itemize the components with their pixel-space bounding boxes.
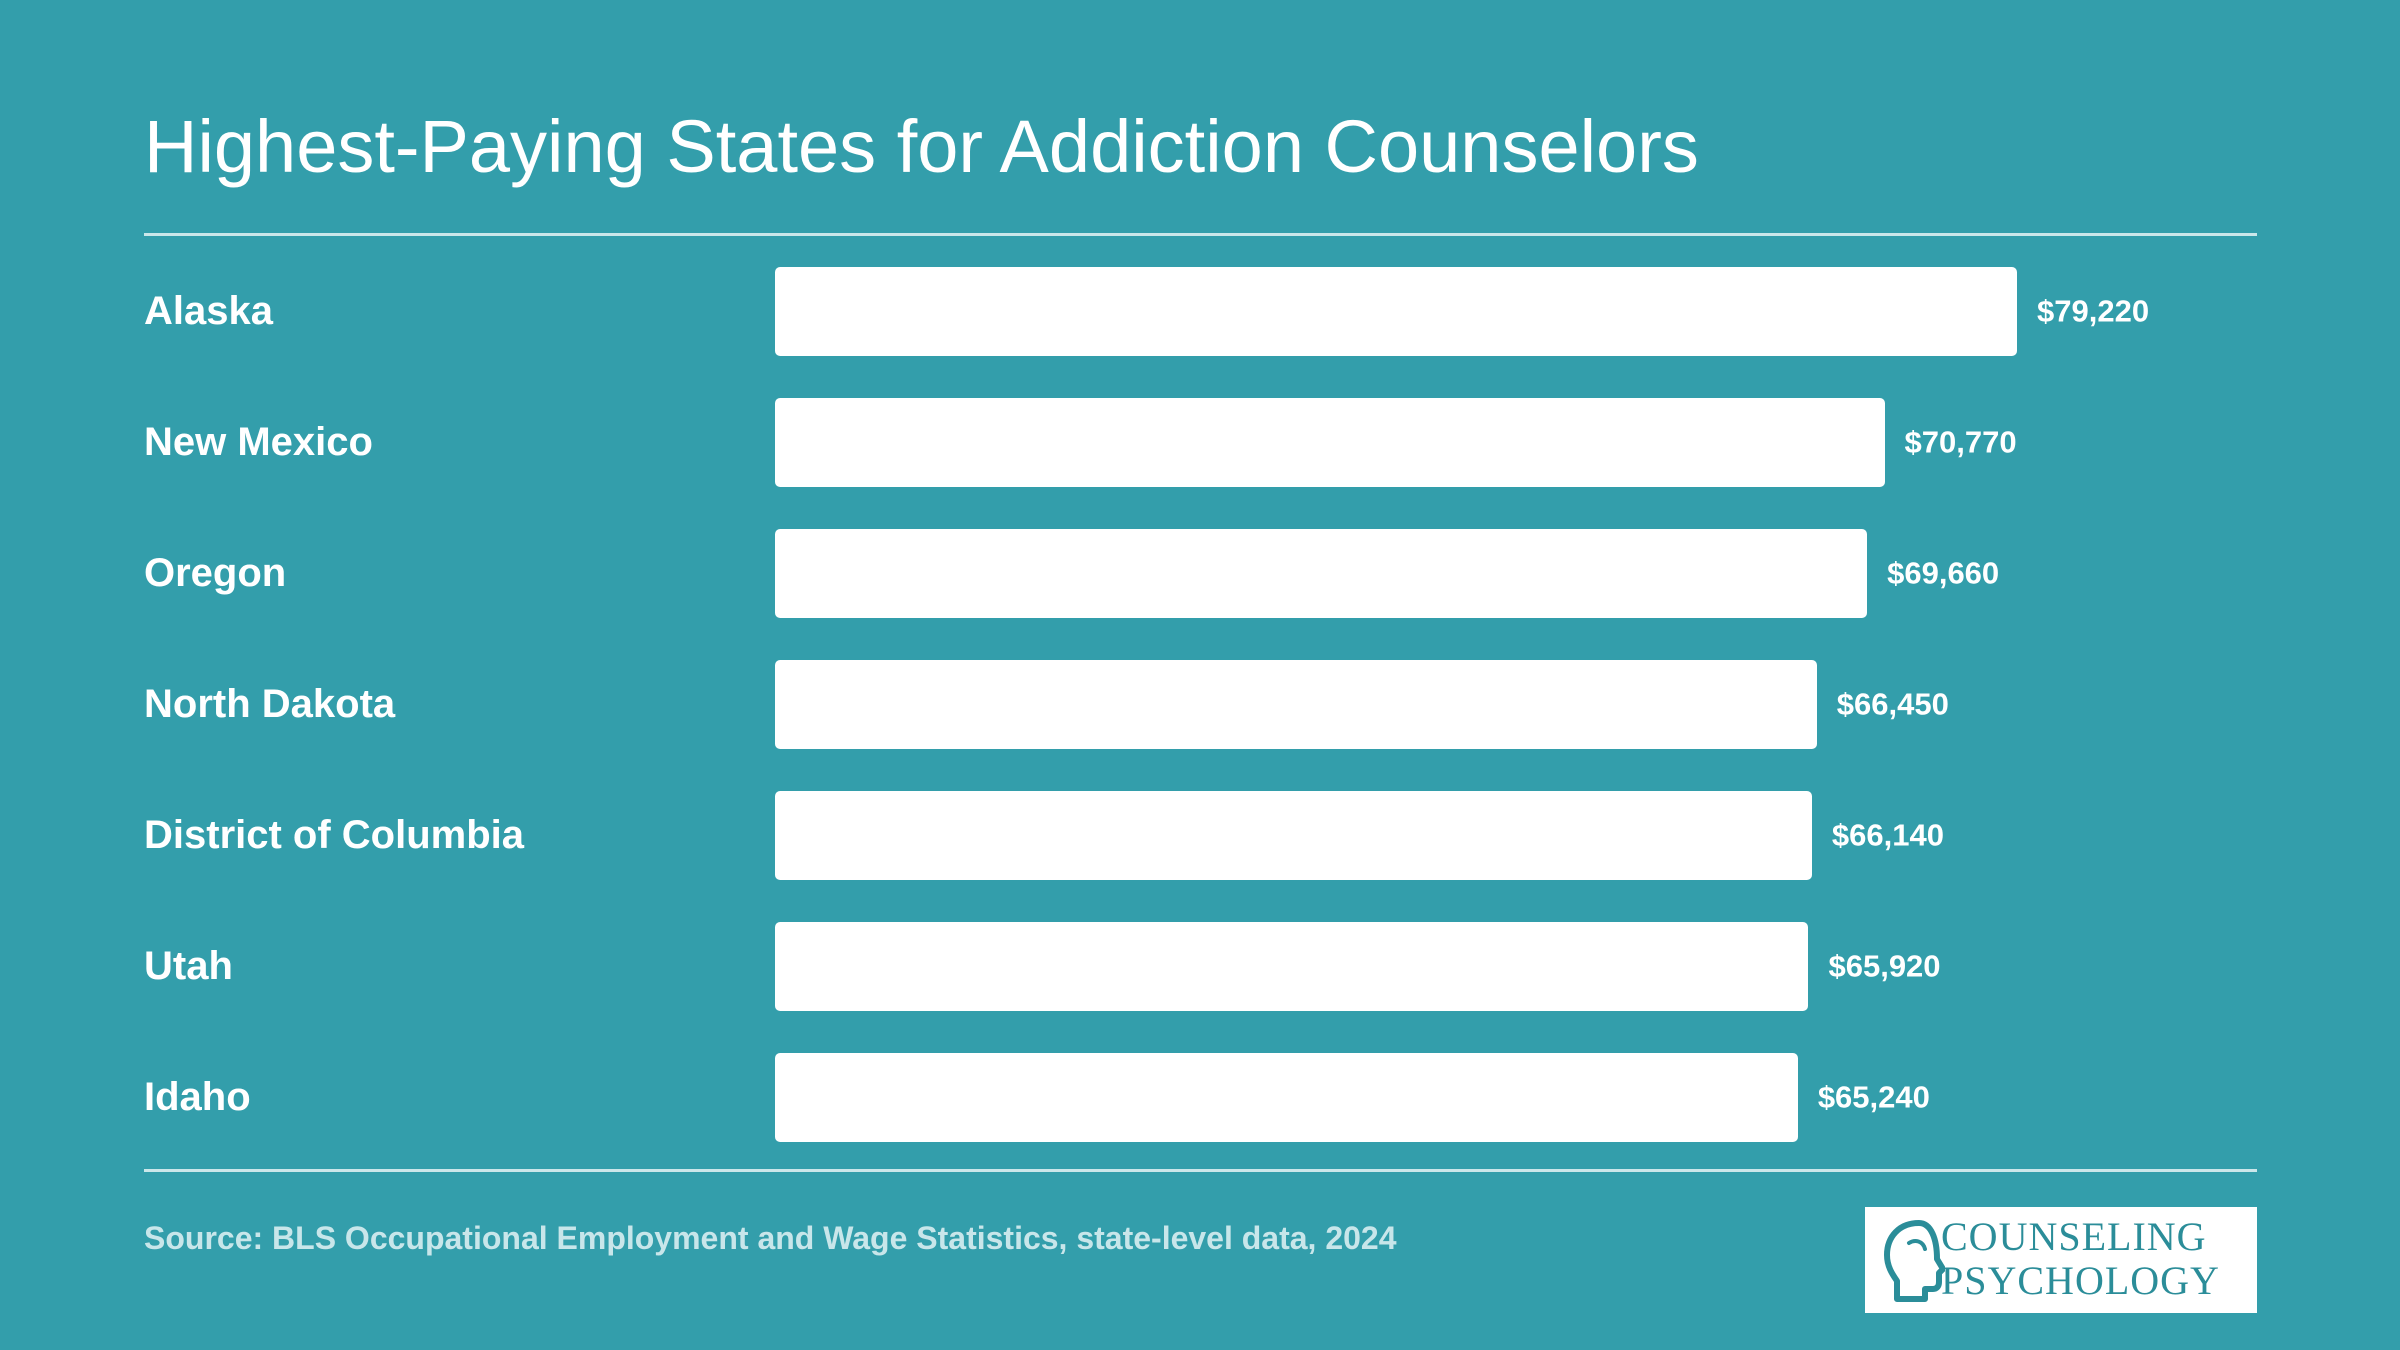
bar-value-label: $69,660 bbox=[1887, 555, 2000, 591]
bar bbox=[775, 266, 2017, 356]
counseling-psychology-logo: COUNSELING PSYCHOLOGY bbox=[1865, 1207, 2257, 1313]
logo-text-line1: COUNSELING bbox=[1941, 1214, 2207, 1259]
bar-value-label: $65,240 bbox=[1817, 1079, 1930, 1115]
bar-value-label: $79,220 bbox=[2037, 293, 2150, 329]
bar bbox=[775, 790, 1812, 880]
bar-value-label: $65,920 bbox=[1828, 948, 1941, 984]
bar-category-label: Oregon bbox=[144, 551, 287, 595]
bar-category-label: District of Columbia bbox=[144, 813, 525, 857]
bar bbox=[775, 659, 1817, 749]
bar bbox=[775, 397, 1885, 487]
bar bbox=[775, 1052, 1798, 1142]
chart-title: Highest-Paying States for Addiction Coun… bbox=[144, 105, 1699, 188]
top-divider bbox=[144, 233, 2257, 236]
bar-value-label: $66,140 bbox=[1831, 817, 1944, 853]
bar bbox=[775, 528, 1868, 618]
bottom-divider bbox=[144, 1169, 2257, 1172]
source-note: Source: BLS Occupational Employment and … bbox=[144, 1220, 1397, 1256]
bar-value-label: $66,450 bbox=[1836, 686, 1949, 722]
bar-category-label: Alaska bbox=[144, 289, 273, 333]
bar-value-label: $70,770 bbox=[1904, 424, 2017, 460]
bar-category-label: Utah bbox=[144, 944, 233, 988]
logo-text-line2: PSYCHOLOGY bbox=[1941, 1258, 2220, 1303]
bar-category-label: New Mexico bbox=[144, 420, 373, 464]
bar bbox=[775, 921, 1809, 1011]
head-profile-icon bbox=[1884, 1220, 1945, 1302]
bar-category-label: North Dakota bbox=[144, 682, 396, 726]
bar-category-label: Idaho bbox=[144, 1075, 251, 1119]
